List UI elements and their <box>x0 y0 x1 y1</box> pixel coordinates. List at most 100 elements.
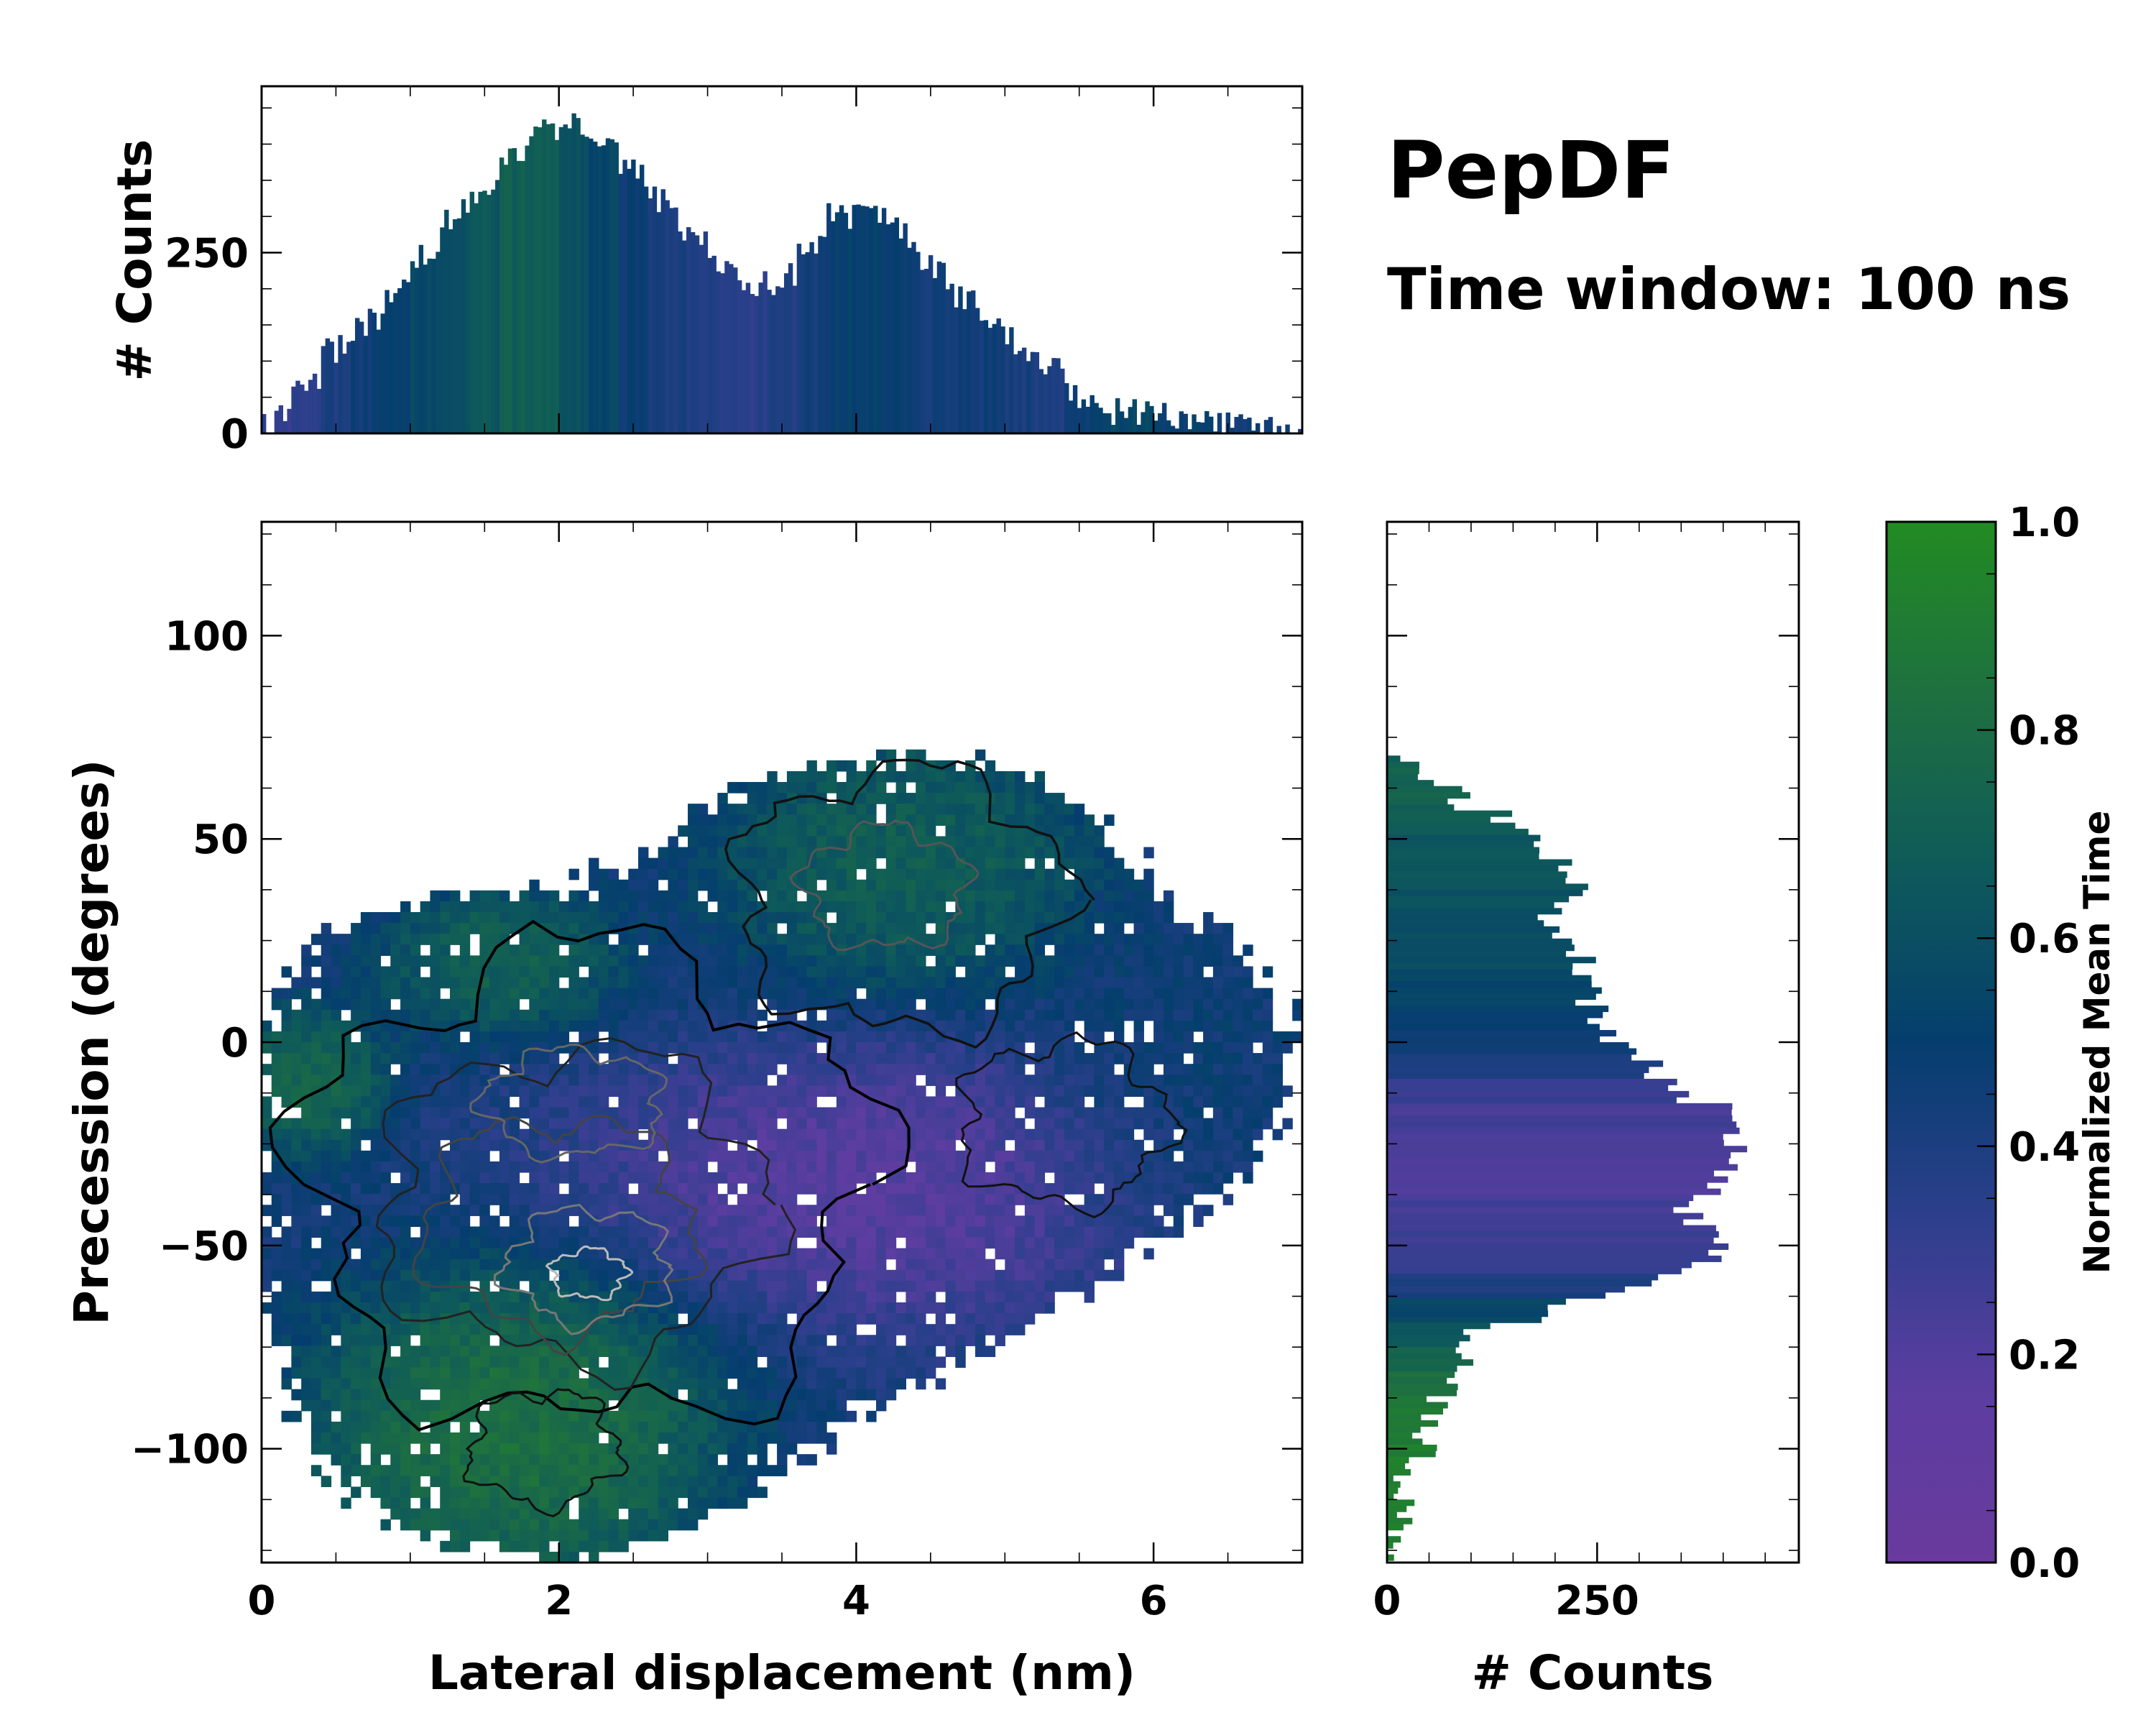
heatmap-cell <box>668 1096 678 1108</box>
heatmap-cell <box>1044 804 1055 815</box>
heatmap-cell <box>598 1042 609 1054</box>
heatmap-cell <box>707 998 718 1011</box>
heatmap-cell <box>935 879 946 891</box>
top-histogram-bar <box>894 217 900 433</box>
heatmap-cell <box>995 1096 1005 1108</box>
heatmap-cell <box>1084 836 1095 848</box>
heatmap-cell <box>558 966 570 978</box>
heatmap-cell <box>529 1020 540 1032</box>
heatmap-cell <box>598 966 609 978</box>
heatmap-cell <box>806 1172 817 1184</box>
heatmap-cell <box>1262 1031 1273 1043</box>
heatmap-cell <box>856 1356 867 1368</box>
heatmap-cell <box>430 1215 441 1228</box>
heatmap-cell <box>668 1042 678 1054</box>
heatmap-cell <box>262 1302 272 1314</box>
heatmap-cell <box>925 998 936 1011</box>
heatmap-cell <box>856 1248 867 1260</box>
heatmap-cell <box>608 1313 619 1325</box>
heatmap-cell <box>548 1172 560 1184</box>
heatmap-cell <box>598 1313 609 1325</box>
heatmap-cell <box>1044 1302 1055 1314</box>
heatmap-cell <box>965 1194 976 1205</box>
heatmap-cell <box>281 1183 292 1195</box>
heatmap-cell <box>291 1410 302 1422</box>
heatmap-cell <box>410 1410 421 1422</box>
heatmap-cell <box>400 1215 411 1228</box>
heatmap-cell <box>916 977 926 989</box>
heatmap-cell <box>806 1150 817 1162</box>
heatmap-cell <box>985 825 996 837</box>
top-histogram-bar <box>1081 399 1087 433</box>
heatmap-cell <box>737 1367 748 1379</box>
top-histogram-bar <box>410 261 415 433</box>
heatmap-cell <box>589 879 599 891</box>
heatmap-cell <box>509 1139 520 1151</box>
heatmap-cell <box>548 1237 560 1249</box>
heatmap-cell <box>985 1042 996 1054</box>
heatmap-cell <box>687 1139 699 1151</box>
heatmap-cell <box>341 1226 351 1238</box>
heatmap-cell <box>1034 847 1046 859</box>
heatmap-cell <box>1084 1053 1095 1064</box>
heatmap-cell <box>539 1139 550 1151</box>
heatmap-cell <box>370 1075 382 1086</box>
heatmap-cell <box>310 1378 322 1390</box>
heatmap-cell <box>310 1042 322 1054</box>
heatmap-cell <box>906 1031 916 1043</box>
heatmap-cell <box>1183 1075 1194 1086</box>
heatmap-cell <box>598 1302 609 1314</box>
heatmap-cell <box>1173 955 1184 967</box>
heatmap-cell <box>925 988 936 1000</box>
heatmap-cell <box>1005 1161 1015 1173</box>
heatmap-cell <box>965 879 976 891</box>
heatmap-cell <box>925 1280 936 1292</box>
heatmap-cell <box>796 1248 808 1260</box>
heatmap-cell <box>430 1259 441 1271</box>
heatmap-cell <box>568 966 579 978</box>
heatmap-cell <box>777 1161 788 1173</box>
heatmap-cell <box>816 1410 827 1422</box>
top-histogram-bar <box>576 118 581 433</box>
heatmap-cell <box>1193 1107 1204 1119</box>
top-histogram-bar <box>282 420 287 433</box>
heatmap-cell <box>1183 998 1194 1011</box>
heatmap-cell <box>906 1291 916 1303</box>
heatmap-cell <box>360 934 372 945</box>
heatmap-cell <box>1054 1139 1065 1151</box>
heatmap-cell <box>558 1172 570 1184</box>
heatmap-cell <box>310 1410 322 1422</box>
heatmap-cell <box>767 1194 778 1205</box>
heatmap-cell <box>885 804 897 815</box>
heatmap-cell <box>568 1269 579 1282</box>
heatmap-cell <box>459 1226 471 1238</box>
heatmap-cell <box>370 1064 382 1075</box>
heatmap-cell <box>975 814 986 826</box>
heatmap-cell <box>499 1302 510 1314</box>
heatmap-cell <box>648 1205 659 1216</box>
heatmap-cell <box>796 770 808 783</box>
heatmap-cell <box>628 1389 639 1401</box>
heatmap-cell <box>271 1194 282 1205</box>
heatmap-cell <box>499 1324 510 1335</box>
heatmap-cell <box>678 988 688 1000</box>
heatmap-cell <box>638 1237 649 1249</box>
heatmap-cell <box>459 1107 471 1119</box>
heatmap-cell <box>509 1053 520 1064</box>
heatmap-cell <box>1094 890 1105 902</box>
heatmap-cell <box>717 1075 728 1086</box>
heatmap-cell <box>895 1031 906 1043</box>
heatmap-cell <box>707 1389 718 1401</box>
heatmap-cell <box>1123 868 1135 880</box>
heatmap-cell <box>856 1237 867 1249</box>
heatmap-cell <box>450 988 461 1000</box>
heatmap-cell <box>678 912 688 924</box>
heatmap-cell <box>539 1346 550 1358</box>
heatmap-cell <box>717 1389 728 1401</box>
heatmap-cell <box>767 901 778 913</box>
heatmap-cell <box>341 1302 351 1314</box>
heatmap-cell <box>579 1269 589 1282</box>
heatmap-cell <box>885 836 897 848</box>
heatmap-cell <box>955 1053 966 1064</box>
heatmap-cell <box>1054 934 1065 945</box>
